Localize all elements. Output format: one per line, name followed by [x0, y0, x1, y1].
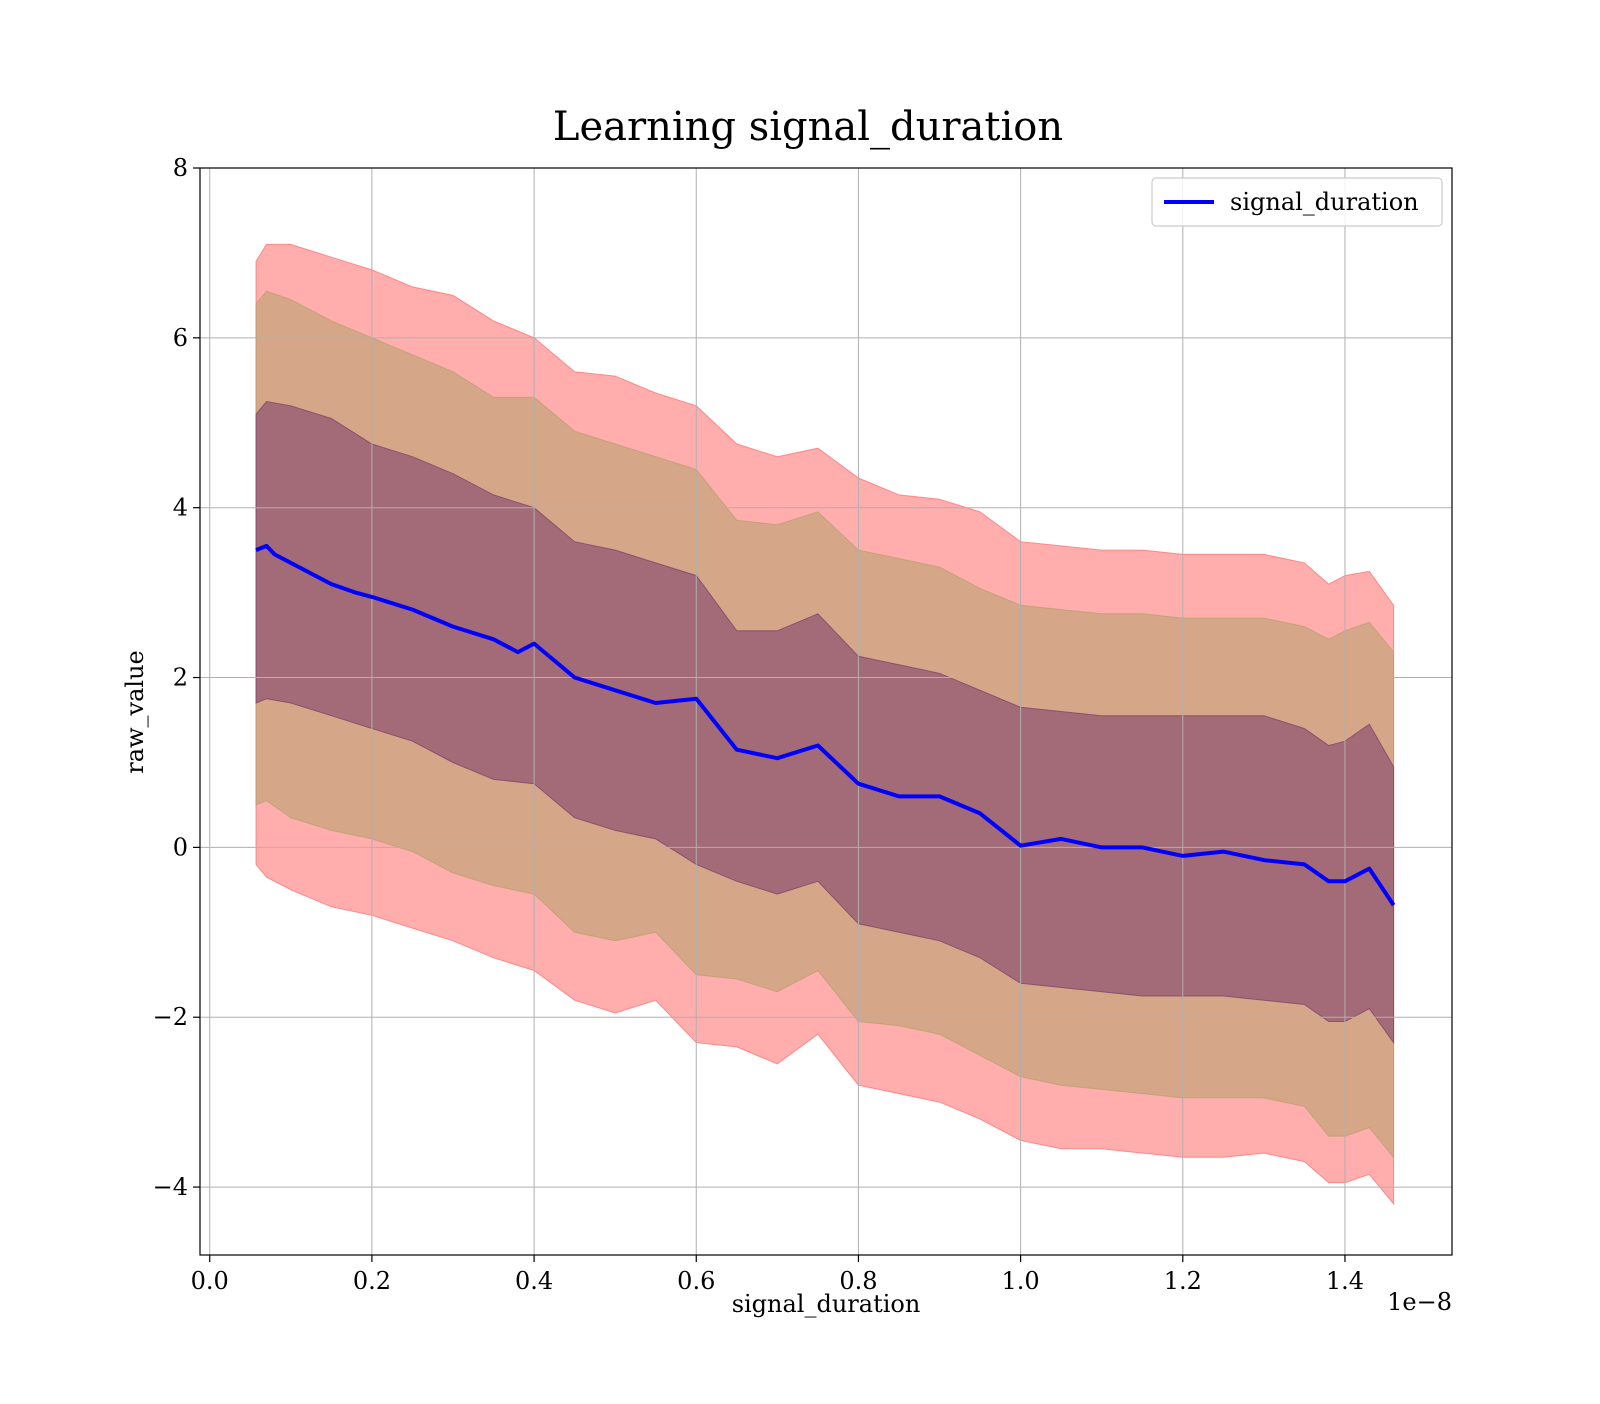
- x-tick-label: 0.6: [677, 1267, 715, 1295]
- y-tick-label: −2: [153, 1003, 188, 1031]
- series-line-0: [255, 543, 1396, 907]
- grid-lines: [200, 167, 1452, 1255]
- legend-label-signal-duration: signal_duration: [1230, 188, 1419, 216]
- y-tick-label: 6: [173, 324, 188, 352]
- y-tick-label: 8: [173, 154, 188, 182]
- x-tick-label: 0.2: [353, 1267, 391, 1295]
- x-axis-ticks: 0.0 0.2 0.4 0.6 0.8 1.0 1.2 1.4: [191, 1255, 1364, 1295]
- x-tick-label: 0.8: [839, 1267, 877, 1295]
- chart-title: Learning signal_duration: [553, 104, 1063, 150]
- y-axis-label: raw_value: [121, 650, 149, 774]
- x-axis-offset-label: 1e−8: [1387, 1288, 1452, 1316]
- legend-box: [1151, 177, 1443, 227]
- x-tick-label: 1.4: [1326, 1267, 1364, 1295]
- band-2: [255, 400, 1395, 1045]
- legend: signal_duration: [1151, 177, 1443, 227]
- y-tick-label: 2: [173, 664, 188, 692]
- y-axis-ticks: −4 −2 0 2 4 6 8: [153, 154, 200, 1201]
- axes-frame: [199, 167, 1453, 1256]
- y-tick-label: 4: [173, 494, 188, 522]
- x-tick-label: 0.0: [191, 1267, 229, 1295]
- x-tick-label: 0.4: [515, 1267, 553, 1295]
- y-tick-label: −4: [153, 1173, 188, 1201]
- series-lines: [255, 543, 1396, 907]
- x-axis-label: signal_duration: [732, 1290, 921, 1318]
- x-tick-label: 1.2: [1164, 1267, 1202, 1295]
- x-tick-label: 1.0: [1002, 1267, 1040, 1295]
- y-tick-label: 0: [173, 833, 188, 861]
